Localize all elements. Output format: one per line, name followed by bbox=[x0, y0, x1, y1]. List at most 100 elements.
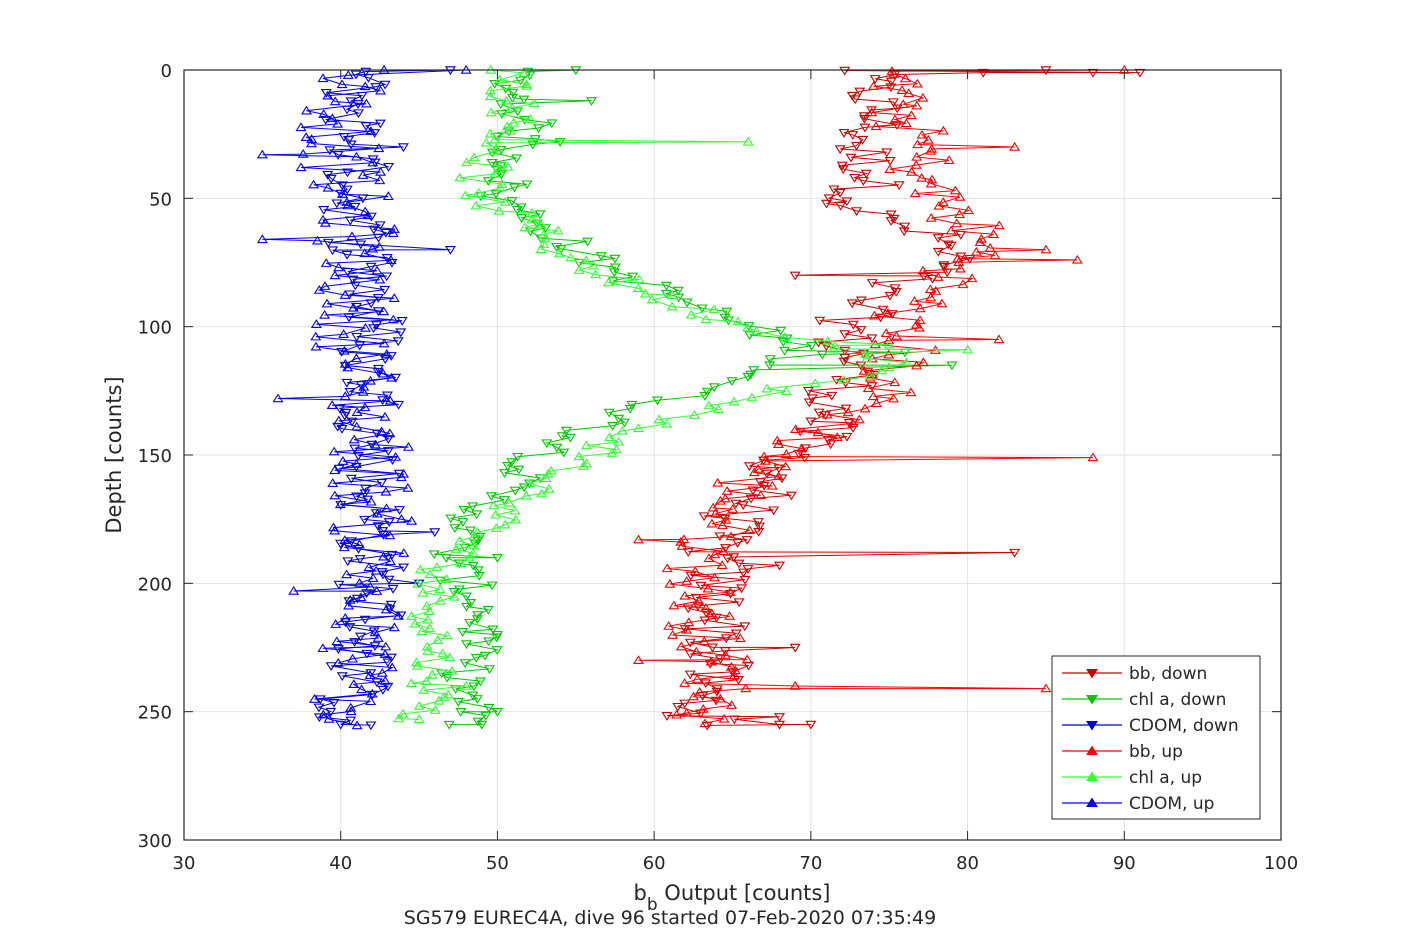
data-point bbox=[710, 696, 722, 706]
data-point bbox=[704, 659, 716, 669]
data-point bbox=[524, 114, 536, 123]
data-point bbox=[736, 584, 748, 594]
data-point bbox=[482, 605, 494, 615]
data-point bbox=[842, 407, 854, 417]
data-point bbox=[725, 531, 737, 541]
legend-box bbox=[1051, 655, 1261, 820]
data-point bbox=[699, 391, 711, 401]
data-point bbox=[501, 121, 513, 131]
legend-marker bbox=[1086, 695, 1098, 705]
data-point bbox=[385, 600, 397, 610]
data-point bbox=[423, 606, 435, 616]
data-point bbox=[954, 191, 966, 201]
data-point bbox=[796, 443, 808, 453]
data-point bbox=[889, 114, 901, 124]
data-point bbox=[849, 173, 861, 183]
data-point bbox=[365, 696, 377, 706]
data-point bbox=[897, 99, 909, 109]
data-point bbox=[768, 506, 780, 516]
data-point bbox=[493, 164, 505, 174]
data-point bbox=[721, 307, 733, 317]
data-point bbox=[883, 339, 895, 349]
data-point bbox=[887, 98, 899, 108]
data-point bbox=[785, 491, 797, 501]
data-point bbox=[721, 486, 733, 495]
data-point bbox=[347, 275, 359, 285]
data-point bbox=[454, 535, 466, 545]
data-point bbox=[580, 255, 592, 265]
data-point bbox=[338, 345, 350, 355]
data-point bbox=[705, 656, 717, 666]
x-axis-label-rest: Output [counts] bbox=[658, 881, 831, 905]
data-point bbox=[732, 539, 744, 548]
data-point bbox=[366, 688, 378, 698]
data-point bbox=[387, 228, 399, 237]
data-point bbox=[720, 514, 732, 524]
data-point bbox=[405, 678, 417, 687]
data-point bbox=[483, 637, 495, 647]
data-point bbox=[351, 332, 363, 342]
data-point bbox=[753, 528, 765, 537]
data-point bbox=[975, 233, 987, 243]
data-point bbox=[374, 221, 386, 231]
data-point bbox=[491, 553, 503, 563]
data-point bbox=[789, 680, 801, 690]
data-point bbox=[443, 720, 455, 730]
data-point bbox=[350, 459, 362, 468]
data-point bbox=[402, 442, 414, 451]
data-point bbox=[742, 136, 754, 146]
data-point bbox=[332, 657, 344, 667]
data-point bbox=[709, 572, 721, 582]
data-point bbox=[374, 119, 386, 129]
data-point bbox=[372, 633, 384, 642]
data-point bbox=[900, 118, 912, 128]
data-point bbox=[755, 490, 767, 499]
data-point bbox=[308, 179, 320, 189]
data-point bbox=[590, 269, 602, 279]
data-point bbox=[507, 88, 519, 98]
data-point bbox=[495, 170, 507, 180]
series-line bbox=[638, 69, 1125, 724]
data-point bbox=[821, 409, 833, 419]
data-point bbox=[330, 619, 342, 628]
data-point bbox=[384, 605, 396, 615]
data-point bbox=[397, 708, 409, 718]
data-point bbox=[845, 153, 857, 163]
data-point bbox=[380, 228, 392, 238]
data-point bbox=[858, 115, 870, 124]
data-point bbox=[700, 603, 712, 612]
data-point bbox=[458, 505, 470, 515]
data-point bbox=[461, 157, 473, 167]
data-point bbox=[862, 383, 874, 393]
data-point bbox=[512, 452, 524, 462]
data-point bbox=[632, 534, 644, 544]
data-point bbox=[1040, 683, 1052, 693]
data-point bbox=[752, 463, 764, 473]
data-point bbox=[467, 502, 479, 512]
data-point bbox=[395, 472, 407, 482]
data-point bbox=[745, 370, 757, 380]
data-point bbox=[442, 689, 454, 699]
data-point bbox=[424, 623, 436, 632]
data-point bbox=[917, 92, 929, 102]
data-point bbox=[345, 716, 357, 726]
data-point bbox=[925, 178, 937, 188]
data-point bbox=[949, 185, 961, 195]
data-point bbox=[789, 271, 801, 281]
data-point bbox=[505, 125, 517, 135]
data-point bbox=[553, 248, 565, 258]
data-point bbox=[468, 540, 480, 549]
data-point bbox=[471, 526, 483, 536]
data-point bbox=[712, 404, 724, 414]
data-point bbox=[922, 134, 934, 144]
data-point bbox=[374, 175, 386, 185]
data-point bbox=[431, 562, 443, 572]
data-point bbox=[533, 124, 545, 134]
data-point bbox=[1087, 452, 1099, 462]
data-point bbox=[587, 260, 599, 270]
data-point bbox=[472, 536, 484, 546]
data-point bbox=[529, 135, 541, 144]
data-point bbox=[381, 272, 393, 282]
data-point bbox=[945, 241, 957, 251]
data-point bbox=[438, 691, 450, 701]
